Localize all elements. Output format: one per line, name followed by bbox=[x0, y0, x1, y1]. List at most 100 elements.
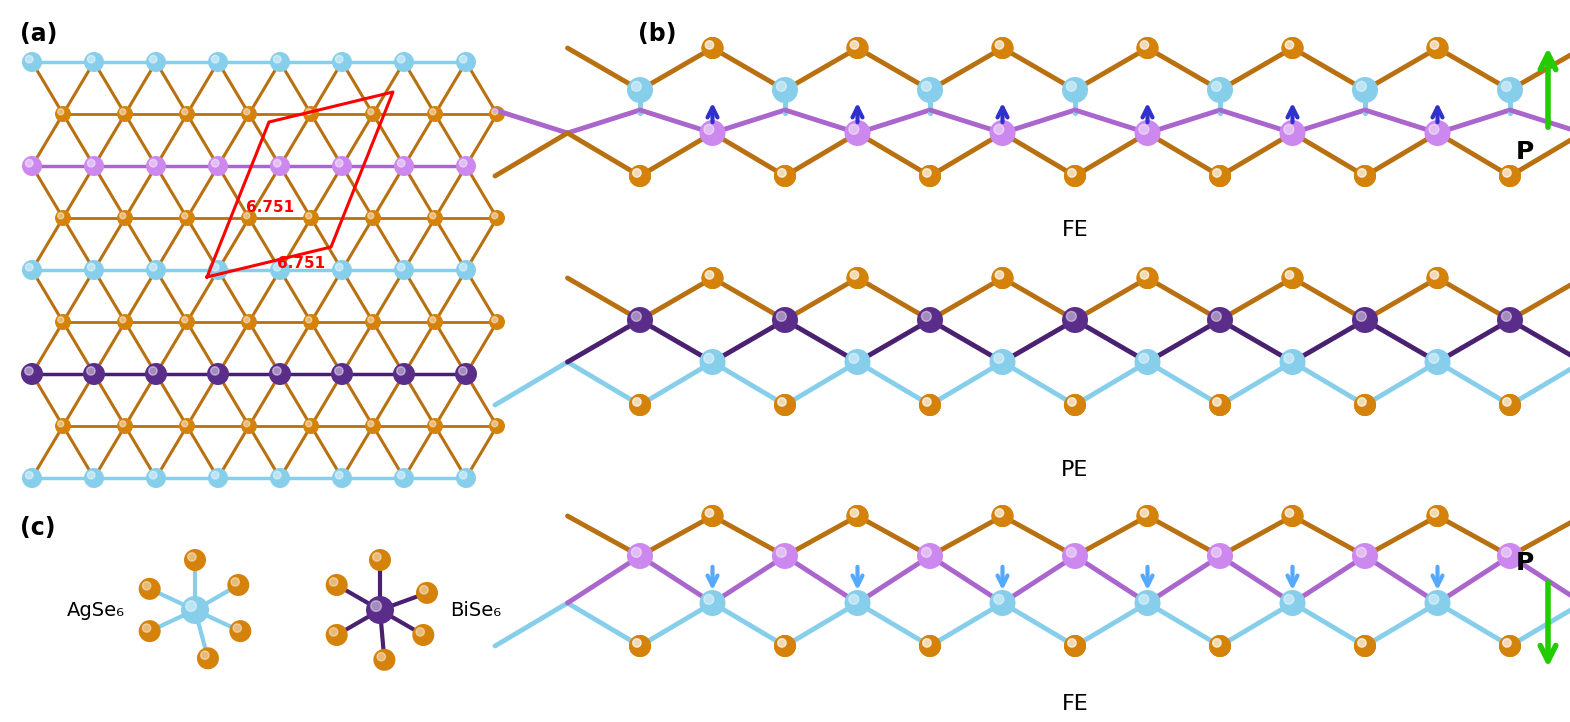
Circle shape bbox=[989, 590, 1016, 616]
Circle shape bbox=[702, 37, 724, 59]
Circle shape bbox=[1068, 169, 1075, 177]
Circle shape bbox=[846, 37, 868, 59]
Circle shape bbox=[455, 156, 476, 176]
Circle shape bbox=[1352, 543, 1378, 569]
Circle shape bbox=[488, 418, 506, 434]
Circle shape bbox=[242, 418, 257, 434]
Circle shape bbox=[119, 421, 126, 427]
Circle shape bbox=[149, 160, 157, 167]
Circle shape bbox=[397, 56, 405, 63]
Circle shape bbox=[488, 210, 506, 226]
Text: AgSe₆: AgSe₆ bbox=[68, 601, 126, 619]
Circle shape bbox=[427, 314, 443, 330]
Circle shape bbox=[918, 635, 940, 657]
Circle shape bbox=[149, 56, 157, 63]
Circle shape bbox=[22, 468, 42, 488]
Circle shape bbox=[331, 468, 352, 488]
Circle shape bbox=[488, 106, 506, 122]
Circle shape bbox=[923, 398, 931, 406]
Circle shape bbox=[1502, 398, 1510, 406]
Text: (b): (b) bbox=[637, 22, 677, 46]
Circle shape bbox=[992, 505, 1014, 527]
Circle shape bbox=[1502, 639, 1510, 647]
Circle shape bbox=[1281, 267, 1303, 289]
Circle shape bbox=[25, 264, 33, 271]
Circle shape bbox=[270, 468, 290, 488]
Circle shape bbox=[1284, 594, 1294, 604]
Circle shape bbox=[1064, 394, 1086, 416]
Circle shape bbox=[1358, 169, 1366, 177]
Circle shape bbox=[228, 574, 250, 596]
Circle shape bbox=[364, 106, 382, 122]
Circle shape bbox=[427, 210, 443, 226]
Circle shape bbox=[455, 468, 476, 488]
Circle shape bbox=[201, 651, 209, 659]
Circle shape bbox=[430, 109, 436, 115]
Circle shape bbox=[119, 317, 126, 323]
Circle shape bbox=[1209, 635, 1231, 657]
Circle shape bbox=[416, 627, 424, 636]
Circle shape bbox=[458, 367, 468, 375]
Circle shape bbox=[702, 505, 724, 527]
Circle shape bbox=[1281, 37, 1303, 59]
Circle shape bbox=[1353, 165, 1375, 187]
Circle shape bbox=[1209, 394, 1231, 416]
Circle shape bbox=[1430, 509, 1438, 517]
Circle shape bbox=[777, 639, 787, 647]
Circle shape bbox=[394, 468, 414, 488]
Circle shape bbox=[306, 421, 312, 427]
Circle shape bbox=[367, 421, 374, 427]
Circle shape bbox=[633, 639, 641, 647]
Circle shape bbox=[1140, 271, 1149, 279]
Circle shape bbox=[367, 109, 374, 115]
Circle shape bbox=[22, 156, 42, 176]
Circle shape bbox=[1068, 398, 1075, 406]
Circle shape bbox=[1499, 394, 1521, 416]
Circle shape bbox=[1429, 124, 1438, 134]
Circle shape bbox=[58, 109, 64, 115]
Circle shape bbox=[306, 213, 312, 219]
Circle shape bbox=[923, 639, 931, 647]
Circle shape bbox=[1424, 349, 1451, 375]
Circle shape bbox=[207, 363, 229, 385]
Circle shape bbox=[849, 124, 859, 134]
Text: PE: PE bbox=[1061, 460, 1088, 480]
Circle shape bbox=[25, 367, 33, 375]
Circle shape bbox=[630, 165, 652, 187]
Circle shape bbox=[923, 169, 931, 177]
Circle shape bbox=[1212, 169, 1221, 177]
Circle shape bbox=[1427, 37, 1449, 59]
Circle shape bbox=[630, 635, 652, 657]
Circle shape bbox=[1502, 169, 1510, 177]
Circle shape bbox=[146, 52, 166, 72]
Circle shape bbox=[20, 363, 42, 385]
Circle shape bbox=[1427, 267, 1449, 289]
Circle shape bbox=[631, 82, 641, 91]
Circle shape bbox=[419, 586, 429, 594]
Circle shape bbox=[1212, 639, 1221, 647]
Circle shape bbox=[1280, 349, 1306, 375]
Circle shape bbox=[1064, 165, 1086, 187]
Circle shape bbox=[1353, 165, 1375, 187]
Circle shape bbox=[845, 590, 870, 616]
Circle shape bbox=[705, 40, 714, 49]
Circle shape bbox=[1068, 398, 1075, 406]
Circle shape bbox=[306, 317, 312, 323]
Circle shape bbox=[270, 52, 290, 72]
Circle shape bbox=[1061, 307, 1088, 333]
Circle shape bbox=[1281, 505, 1303, 527]
Circle shape bbox=[702, 505, 724, 527]
Circle shape bbox=[231, 578, 239, 586]
Circle shape bbox=[377, 653, 386, 661]
Circle shape bbox=[212, 471, 218, 479]
Circle shape bbox=[455, 363, 477, 385]
Circle shape bbox=[413, 624, 435, 646]
Circle shape bbox=[992, 37, 1014, 59]
Circle shape bbox=[1284, 124, 1294, 134]
Circle shape bbox=[1356, 311, 1366, 321]
Circle shape bbox=[460, 160, 466, 167]
Circle shape bbox=[1286, 271, 1294, 279]
Circle shape bbox=[336, 160, 342, 167]
Circle shape bbox=[917, 307, 944, 333]
Circle shape bbox=[212, 160, 218, 167]
